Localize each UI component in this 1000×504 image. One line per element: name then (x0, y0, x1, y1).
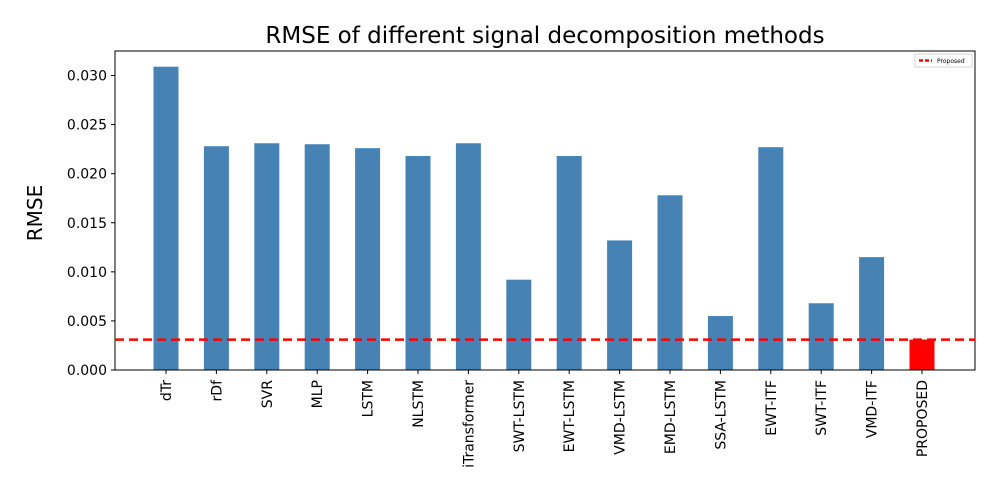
x-tick-label: VMD-LSTM (613, 380, 629, 455)
bar-itransformer (455, 143, 481, 370)
bar-swt-lstm (506, 279, 532, 370)
y-tick-label: 0.010 (67, 265, 107, 281)
bar-ssa-lstm (707, 316, 733, 370)
x-tick-label: LSTM (361, 380, 377, 417)
x-tick-label: VMD-ITF (865, 380, 881, 438)
x-tick-label: rDf (209, 379, 225, 402)
y-axis-label: RMSE (23, 185, 47, 241)
bar-rdf (203, 146, 229, 370)
bar-proposed (909, 339, 935, 370)
y-tick-label: 0.005 (67, 314, 107, 330)
bar-nlstm (405, 156, 431, 370)
x-tick-label: dTr (159, 380, 175, 401)
bar-lstm (355, 148, 381, 370)
y-tick-label: 0.000 (67, 363, 107, 379)
bar-dtr (153, 66, 179, 370)
x-tick-label: SWT-LSTM (512, 380, 528, 452)
bar-mlp (304, 144, 330, 370)
plot-frame (114, 50, 976, 371)
chart-title: RMSE of different signal decomposition m… (265, 23, 824, 49)
legend: Proposed (914, 53, 973, 68)
y-tick-label: 0.020 (67, 167, 107, 183)
x-tick-label: EWT-LSTM (562, 380, 578, 452)
bars-group (153, 66, 935, 370)
x-tick-label: EWT-ITF (764, 380, 780, 436)
bar-vmd-itf (859, 257, 885, 370)
legend-box (914, 53, 973, 68)
bar-ewt-lstm (556, 156, 582, 370)
x-tick-label: PROPOSED (915, 380, 931, 457)
y-tick-label: 0.030 (67, 69, 107, 85)
x-tick-label: NLSTM (411, 380, 427, 428)
x-tick-label: EMD-LSTM (663, 380, 679, 454)
bar-vmd-lstm (607, 240, 633, 370)
y-axis-ticks: 0.000 0.005 0.010 0.015 0.020 0.025 0.030 (67, 69, 115, 379)
bar-ewt-itf (758, 147, 784, 370)
x-tick-label: SSA-LSTM (713, 380, 729, 450)
bar-emd-lstm (657, 195, 683, 370)
y-tick-label: 0.015 (67, 216, 107, 232)
legend-label: Proposed (937, 58, 965, 65)
bar-swt-itf (808, 303, 834, 370)
x-tick-label: iTransformer (461, 380, 477, 468)
bar-svr (254, 143, 280, 370)
x-tick-label: SVR (260, 380, 276, 408)
x-tick-label: SWT-ITF (814, 380, 830, 436)
y-tick-label: 0.025 (67, 118, 107, 134)
x-axis-ticks: dTr rDf SVR MLP LSTM NLSTM iTransformer SWT-LST… (159, 370, 931, 468)
x-tick-label: MLP (310, 380, 326, 408)
